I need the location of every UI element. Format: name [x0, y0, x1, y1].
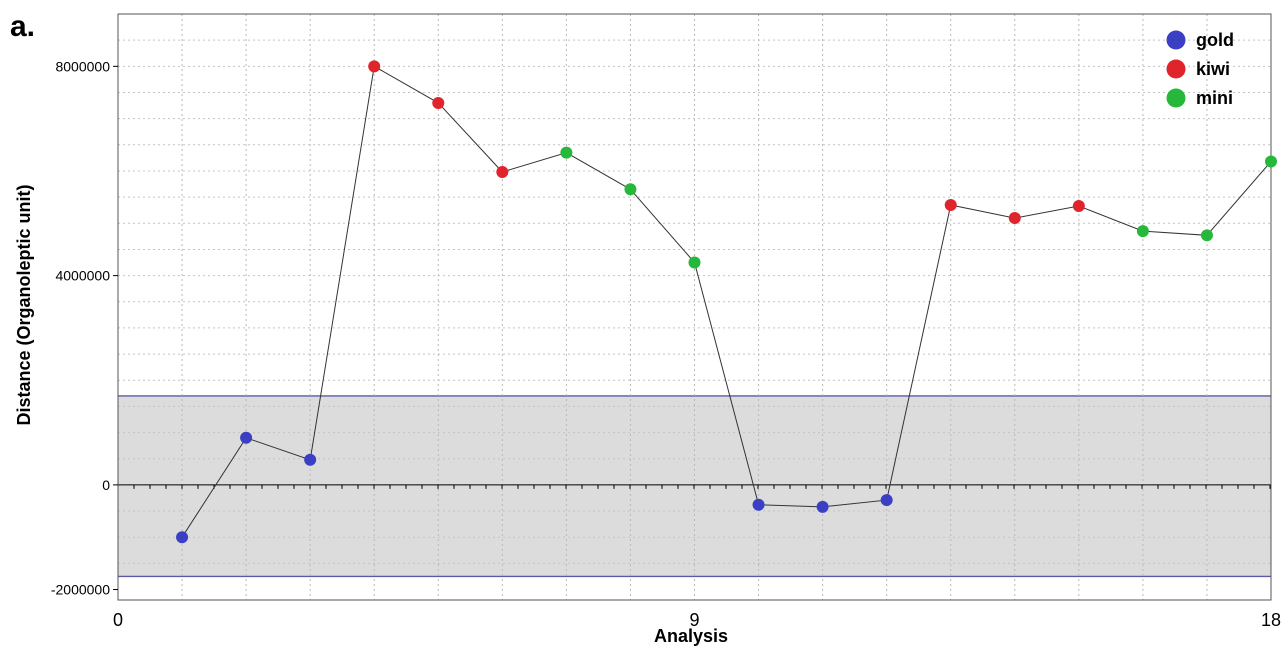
- y-tick-label: 0: [102, 477, 110, 493]
- data-point-kiwi: [944, 198, 957, 211]
- data-point-mini: [1265, 155, 1277, 168]
- data-point-kiwi: [496, 166, 509, 179]
- data-point-mini: [1200, 229, 1213, 242]
- y-tick-label: -2000000: [51, 582, 110, 598]
- y-axis-title: Distance (Organoleptic unit): [14, 184, 34, 425]
- x-tick-label: 0: [113, 610, 123, 630]
- data-point-kiwi: [368, 60, 381, 73]
- data-point-gold: [304, 453, 317, 466]
- legend-label-kiwi: kiwi: [1196, 59, 1230, 79]
- data-point-gold: [816, 500, 829, 513]
- legend-label-gold: gold: [1196, 30, 1234, 50]
- data-point-gold: [880, 494, 893, 507]
- data-point-kiwi: [1072, 200, 1085, 213]
- data-point-gold: [752, 498, 765, 511]
- data-point-mini: [624, 183, 637, 196]
- legend-marker-gold: [1166, 30, 1186, 50]
- y-tick-label: 8000000: [55, 58, 110, 74]
- data-point-gold: [240, 431, 253, 444]
- y-tick-label: 4000000: [55, 268, 110, 284]
- data-point-mini: [560, 146, 573, 159]
- x-axis-title: Analysis: [654, 626, 728, 646]
- panel-label: a.: [10, 10, 35, 43]
- legend-marker-kiwi: [1166, 59, 1186, 79]
- data-point-mini: [688, 256, 701, 269]
- legend-label-mini: mini: [1196, 88, 1233, 108]
- data-point-mini: [1136, 225, 1149, 238]
- data-point-kiwi: [1008, 212, 1021, 225]
- plot-frame: [117, 13, 1272, 601]
- series-connector-line: [181, 65, 1272, 538]
- x-tick-label: 18: [1261, 610, 1281, 630]
- data-point-kiwi: [432, 96, 445, 109]
- data-point-gold: [176, 531, 189, 544]
- x-tick-label: 9: [689, 610, 699, 630]
- legend-marker-mini: [1166, 88, 1186, 108]
